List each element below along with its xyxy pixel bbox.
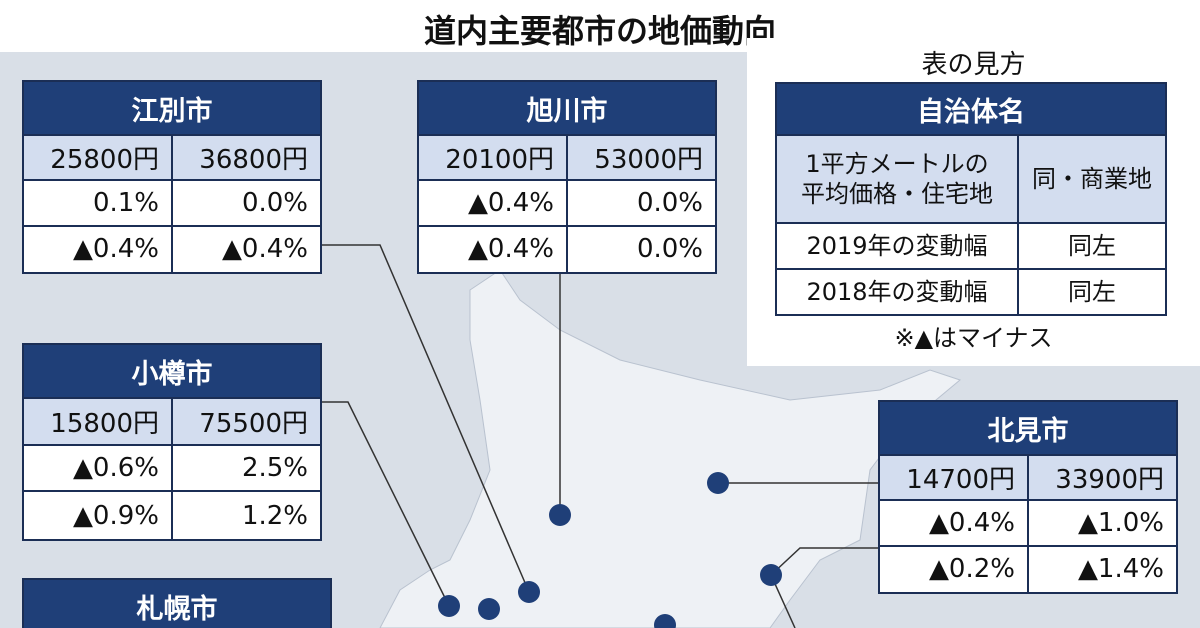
table-cell: 53000円	[566, 136, 715, 180]
city-dot	[438, 595, 460, 617]
city-dot	[549, 504, 571, 526]
city-name: 北見市	[880, 402, 1176, 456]
legend-cell: 2018年の変動幅	[777, 270, 1017, 314]
table-row: 15800円 75500円	[24, 399, 320, 446]
table-cell: 2.5%	[171, 445, 320, 491]
legend-cell: 2019年の変動幅	[777, 224, 1017, 268]
city-dot	[478, 598, 500, 620]
table-cell: ▲0.4%	[171, 226, 320, 272]
table-cell: 20100円	[445, 145, 554, 176]
table-cell: 0.1%	[92, 187, 159, 218]
table-cell: ▲0.4%	[467, 234, 554, 265]
legend-row: 2019年の変動幅 同左	[777, 224, 1165, 270]
city-name: 旭川市	[419, 82, 715, 136]
legend-row: 1平方メートルの 平均価格・住宅地 同・商業地	[777, 136, 1165, 224]
table-cell: 33900円	[1027, 456, 1176, 500]
legend-cell: 1平方メートルの 平均価格・住宅地	[777, 136, 1017, 222]
city-dot	[518, 581, 540, 603]
legend-table: 自治体名 1平方メートルの 平均価格・住宅地 同・商業地 2019年の変動幅 同左 2018…	[775, 82, 1167, 316]
city-dots	[438, 472, 782, 628]
city-table: 江別市 25800円 36800円 0.1% 0.0% ▲0.4% ▲0.4%	[22, 80, 322, 274]
city-table: 北見市 14700円 33900円 ▲0.4% ▲1.0% ▲0.2% ▲1.4%	[878, 400, 1178, 594]
title: 道内主要都市の地価動向	[423, 12, 776, 50]
table-cell: 0.0%	[566, 181, 715, 225]
table-row: 0.1% 0.0%	[24, 181, 320, 227]
leader-lines	[322, 244, 878, 628]
table-row: ▲0.4% 0.0%	[419, 226, 715, 272]
table-cell: 0.0%	[566, 226, 715, 272]
legend-cell: 同左	[1017, 270, 1165, 314]
legend-row: 2018年の変動幅 同左	[777, 270, 1165, 314]
table-row: ▲0.6% 2.5%	[24, 445, 320, 493]
table-cell: ▲1.4%	[1027, 546, 1176, 592]
legend-text: 同・商業地	[1032, 165, 1152, 193]
city-dot	[760, 564, 782, 586]
legend-cell: 同左	[1017, 224, 1165, 268]
table-cell: ▲0.4%	[467, 187, 554, 218]
legend-text: 2018年の変動幅	[806, 278, 988, 306]
table-row: ▲0.9% 1.2%	[24, 492, 320, 539]
table-row: ▲0.4% 0.0%	[419, 181, 715, 227]
table-cell: ▲0.4%	[72, 234, 159, 265]
table-cell: ▲0.4%	[928, 507, 1015, 538]
city-name: 札幌市	[24, 580, 330, 628]
legend-text: 平均価格・住宅地	[801, 180, 993, 208]
leader-line	[322, 401, 450, 607]
table-row: ▲0.4% ▲1.0%	[880, 501, 1176, 547]
legend-header: 自治体名	[777, 84, 1165, 136]
table-cell: ▲0.9%	[72, 500, 159, 531]
city-table: 札幌市	[22, 578, 332, 628]
table-row: 14700円 33900円	[880, 456, 1176, 502]
legend-text: 2019年の変動幅	[806, 232, 988, 260]
city-table: 旭川市 20100円 53000円 ▲0.4% 0.0% ▲0.4% 0.0%	[417, 80, 717, 274]
table-cell: 14700円	[906, 465, 1015, 496]
table-cell: 0.0%	[171, 181, 320, 225]
city-name: 江別市	[24, 82, 320, 136]
city-dot	[654, 614, 676, 628]
legend-text: 同左	[1068, 232, 1116, 260]
table-cell: ▲1.0%	[1027, 501, 1176, 545]
legend-cell: 同・商業地	[1017, 136, 1165, 222]
table-row: 25800円 36800円	[24, 136, 320, 182]
table-row: ▲0.2% ▲1.4%	[880, 546, 1176, 592]
table-row: 20100円 53000円	[419, 136, 715, 182]
legend-title: 表の見方	[921, 50, 1026, 80]
table-row: ▲0.4% ▲0.4%	[24, 226, 320, 272]
table-cell: 15800円	[50, 408, 159, 439]
table-cell: 36800円	[171, 136, 320, 180]
table-cell: ▲0.2%	[928, 554, 1015, 585]
leader-line	[322, 244, 530, 593]
table-cell: 25800円	[50, 145, 159, 176]
land	[379, 269, 962, 628]
leader-line	[770, 547, 878, 628]
legend-text: 同左	[1068, 278, 1116, 306]
city-dot	[707, 472, 729, 494]
table-cell: 1.2%	[171, 492, 320, 539]
table-cell: ▲0.6%	[72, 452, 159, 483]
city-name: 小樽市	[24, 345, 320, 399]
legend-note: ※▲はマイナス	[894, 324, 1053, 352]
city-table: 小樽市 15800円 75500円 ▲0.6% 2.5% ▲0.9% 1.2%	[22, 343, 322, 541]
legend: 表の見方 ※▲はマイナス 自治体名 1平方メートルの 平均価格・住宅地 同・商業地 20…	[747, 38, 1200, 366]
legend-text: 1平方メートルの	[805, 150, 989, 178]
table-cell: 75500円	[171, 399, 320, 444]
